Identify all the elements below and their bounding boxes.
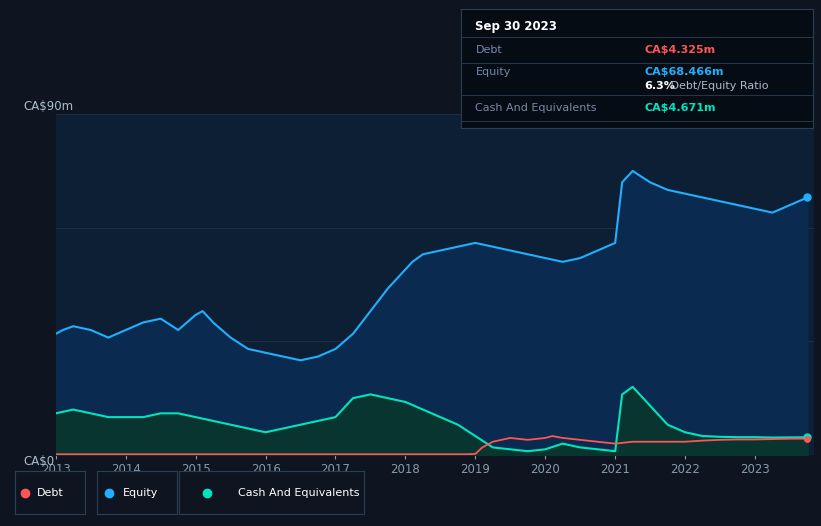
Text: Equity: Equity	[122, 488, 158, 498]
Text: Equity: Equity	[475, 67, 511, 77]
Text: CA$4.671m: CA$4.671m	[644, 103, 716, 113]
Text: 6.3%: 6.3%	[644, 82, 675, 92]
Text: Cash And Equivalents: Cash And Equivalents	[475, 103, 597, 113]
Text: CA$4.325m: CA$4.325m	[644, 45, 715, 55]
Text: Debt: Debt	[475, 45, 502, 55]
Text: Debt: Debt	[37, 488, 64, 498]
Text: Debt/Equity Ratio: Debt/Equity Ratio	[667, 82, 768, 92]
Text: Sep 30 2023: Sep 30 2023	[475, 20, 557, 33]
Text: Cash And Equivalents: Cash And Equivalents	[238, 488, 360, 498]
Text: CA$90m: CA$90m	[23, 100, 73, 113]
Text: CA$0: CA$0	[23, 455, 54, 468]
Text: CA$68.466m: CA$68.466m	[644, 67, 723, 77]
